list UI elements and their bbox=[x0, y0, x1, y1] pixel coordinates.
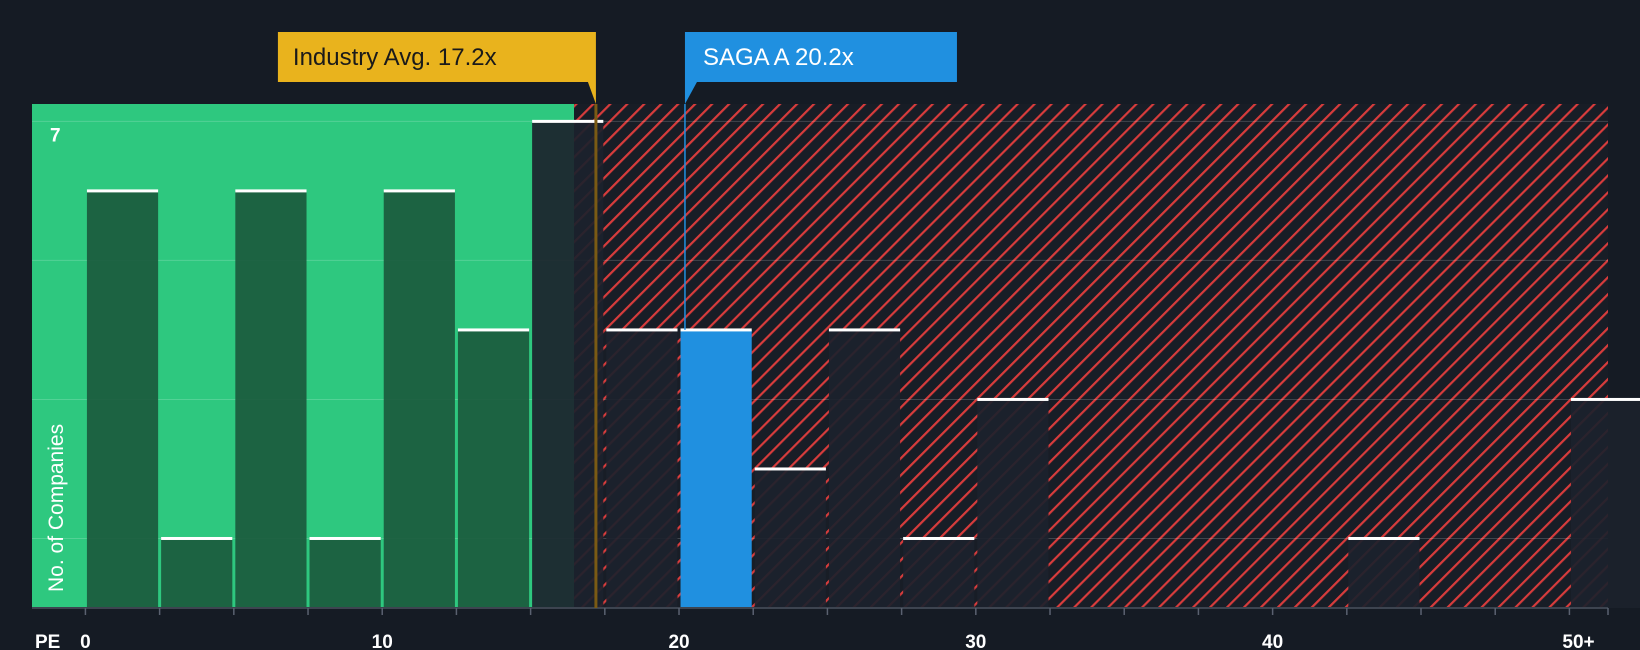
x-tick-label: 0 bbox=[80, 632, 91, 650]
x-tick-label: 20 bbox=[668, 632, 689, 650]
bar-top-marker bbox=[977, 397, 1049, 401]
x-tick-label: 50+ bbox=[1562, 632, 1594, 650]
x-tick-label: 40 bbox=[1262, 632, 1283, 650]
bars bbox=[86, 119, 1640, 609]
x-axis-label: PE bbox=[35, 632, 60, 650]
y-axis-ticks: 7 bbox=[50, 125, 61, 146]
x-tick-label: 10 bbox=[372, 632, 393, 650]
bar-top-marker bbox=[532, 119, 604, 123]
y-tick-label: 7 bbox=[50, 125, 61, 146]
bar-top-marker bbox=[457, 328, 530, 332]
industry-avg-label: Industry Avg. 17.2x bbox=[293, 44, 497, 71]
bar-top-marker bbox=[754, 467, 826, 471]
histogram-bar bbox=[977, 399, 1049, 608]
bar-top-marker bbox=[309, 536, 381, 540]
histogram-bar bbox=[309, 538, 381, 608]
histogram-bar bbox=[383, 190, 455, 608]
bar-top-marker bbox=[606, 328, 678, 332]
bar-top-marker bbox=[828, 328, 901, 332]
histogram-bar bbox=[828, 329, 901, 608]
x-tick-label: 30 bbox=[965, 632, 986, 650]
company-bar bbox=[680, 329, 752, 608]
bar-top-marker bbox=[1348, 536, 1420, 540]
bar-top-marker bbox=[1570, 397, 1640, 401]
histogram-bar bbox=[903, 538, 975, 608]
company-label: SAGA A 20.2x bbox=[703, 44, 854, 71]
bar-top-marker bbox=[235, 189, 307, 193]
bar-top-marker bbox=[383, 189, 455, 193]
histogram-bar bbox=[532, 121, 604, 609]
histogram-bar bbox=[606, 329, 678, 608]
histogram-bar bbox=[1570, 399, 1640, 608]
histogram-bar bbox=[754, 468, 826, 608]
company-callout bbox=[684, 32, 957, 104]
histogram-bar bbox=[235, 190, 307, 608]
industry-avg-callout bbox=[277, 32, 596, 104]
bar-top-marker bbox=[86, 189, 159, 193]
histogram-bar bbox=[161, 538, 233, 608]
histogram-bar bbox=[86, 190, 159, 608]
x-axis-ticks: 0 10 20 30 40 50+ bbox=[80, 608, 1609, 650]
bar-top-marker bbox=[161, 536, 233, 540]
histogram-bar bbox=[1348, 538, 1420, 608]
y-axis-label: No. of Companies bbox=[45, 424, 68, 592]
bar-top-marker bbox=[903, 536, 975, 540]
value-markers: Industry Avg. 17.2x SAGA A 20.2x bbox=[277, 32, 957, 608]
histogram-bar bbox=[457, 329, 530, 608]
bar-top-marker bbox=[680, 328, 752, 332]
